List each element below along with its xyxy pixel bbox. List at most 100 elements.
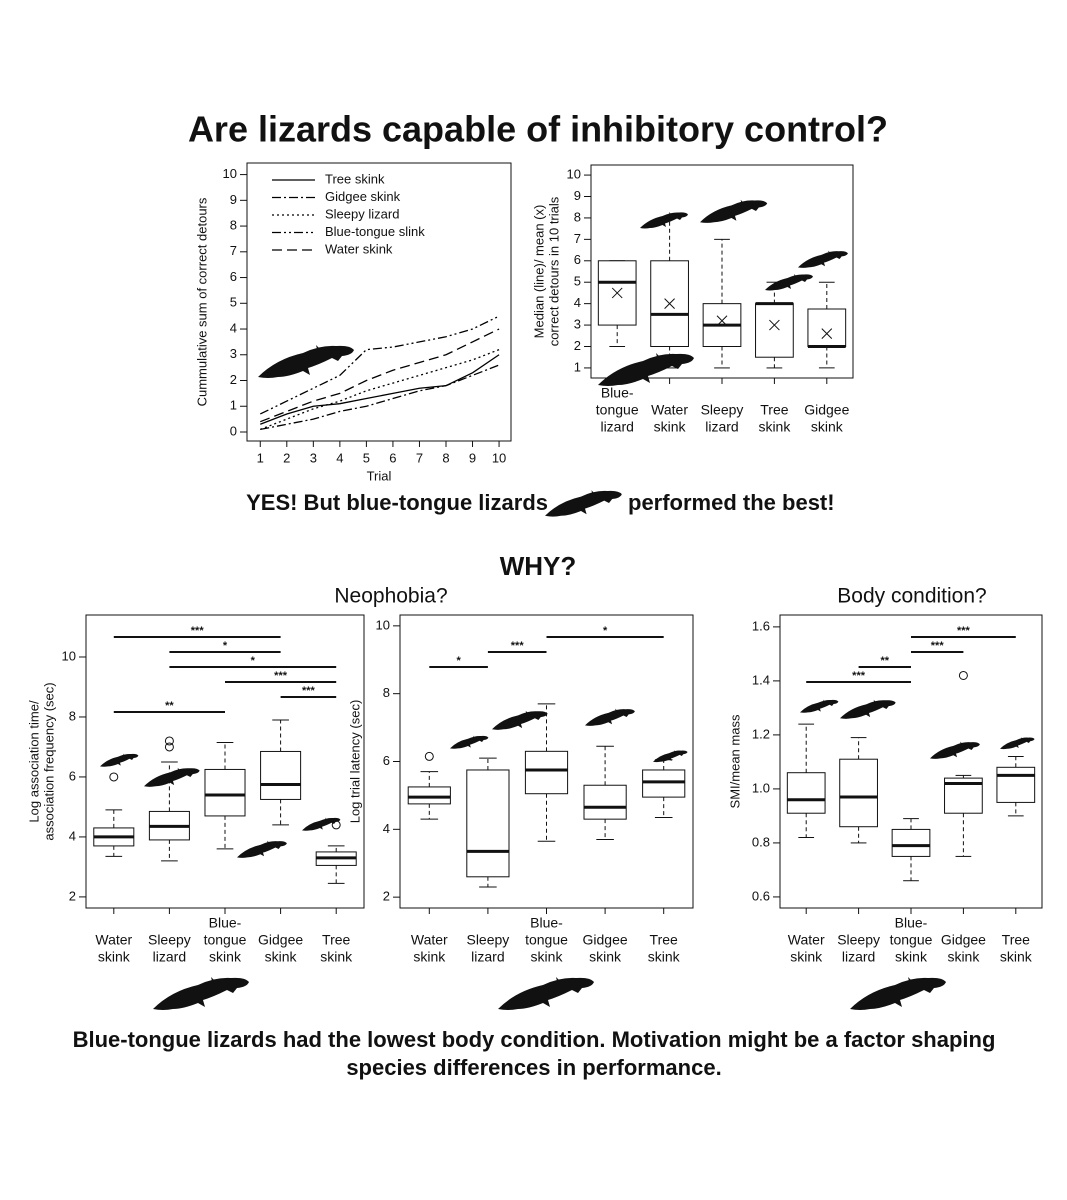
outlier xyxy=(958,670,968,680)
y-tick-label: 8 xyxy=(574,209,581,224)
significance-label: *** xyxy=(931,640,945,652)
x-tick-label: Gidgee xyxy=(804,402,849,418)
y-tick-label: 3 xyxy=(574,317,581,332)
x-tick-label: 1 xyxy=(257,450,264,465)
x-tick-label: Tree xyxy=(1002,932,1030,948)
y-tick-label: 10 xyxy=(62,648,76,663)
y-tick-label: 0.6 xyxy=(752,888,770,903)
lizard-icon xyxy=(598,353,694,386)
box xyxy=(807,308,847,347)
x-tick-label: tongue xyxy=(525,932,568,948)
y-axis-label: Log association time/ xyxy=(26,700,41,823)
significance-label: *** xyxy=(511,640,525,652)
x-tick-label: Blue- xyxy=(530,915,563,931)
y-tick-label: 0 xyxy=(230,423,237,438)
lizard-icon xyxy=(930,741,980,759)
y-tick-label: 5 xyxy=(230,295,237,310)
significance-label: *** xyxy=(957,625,971,637)
section-title: Body condition? xyxy=(837,585,986,608)
x-tick-label: Blue- xyxy=(895,915,928,931)
y-tick-label: 1.2 xyxy=(752,726,770,741)
x-tick-label: Water xyxy=(788,932,825,948)
box xyxy=(466,769,510,878)
y-tick-label: 10 xyxy=(376,617,390,632)
y-tick-label: 6 xyxy=(230,269,237,284)
y-tick-label: 2 xyxy=(383,889,390,904)
y-axis-label: Log trial latency (sec) xyxy=(347,700,362,824)
y-tick-label: 10 xyxy=(567,167,581,182)
y-tick-label: 7 xyxy=(574,231,581,246)
legend-label: Tree skink xyxy=(325,171,385,186)
x-tick-label: 3 xyxy=(310,450,317,465)
y-axis-label: Cummulative sum of correct detours xyxy=(194,197,209,406)
x-tick-label: skink xyxy=(947,949,980,965)
x-tick-label: skink xyxy=(648,949,681,965)
y-axis-label: correct detours in 10 trials xyxy=(546,196,561,346)
x-tick-label: skink xyxy=(98,949,131,965)
lizard-icon xyxy=(700,199,768,223)
significance-label: * xyxy=(603,625,608,637)
x-tick-label: tongue xyxy=(890,932,933,948)
x-tick-label: lizard xyxy=(600,419,633,435)
x-tick-label: 4 xyxy=(336,450,343,465)
lizard-icon xyxy=(545,490,622,517)
lizard-icon xyxy=(798,250,848,268)
data-line xyxy=(260,364,500,431)
box xyxy=(891,828,931,857)
x-tick-label: Gidgee xyxy=(941,932,986,948)
box xyxy=(755,303,794,358)
box xyxy=(786,772,826,814)
x-tick-label: Blue- xyxy=(601,385,634,401)
x-tick-label: tongue xyxy=(596,402,639,418)
y-tick-label: 1.4 xyxy=(752,672,770,687)
x-tick-label: Tree xyxy=(760,402,788,418)
significance-label: *** xyxy=(191,625,205,637)
legend-label: Sleepy lizard xyxy=(325,206,399,221)
y-tick-label: 7 xyxy=(230,243,237,258)
y-tick-label: 9 xyxy=(574,188,581,203)
significance-label: *** xyxy=(302,685,316,697)
significance-label: ** xyxy=(881,655,890,667)
box xyxy=(642,769,686,798)
x-tick-label: Gidgee xyxy=(258,932,303,948)
x-tick-label: skink xyxy=(895,949,928,965)
x-tick-label: 2 xyxy=(283,450,290,465)
x-tick-label: Blue- xyxy=(209,915,242,931)
mean-marker xyxy=(611,287,623,299)
x-tick-label: 7 xyxy=(416,450,423,465)
y-tick-label: 8 xyxy=(383,685,390,700)
outlier xyxy=(109,772,119,782)
box xyxy=(996,766,1036,803)
x-tick-label: skink xyxy=(589,949,622,965)
lizard-icon xyxy=(840,699,896,719)
y-tick-label: 8 xyxy=(230,218,237,233)
y-tick-label: 0.8 xyxy=(752,834,770,849)
box xyxy=(204,768,246,817)
lizard-icon xyxy=(258,345,354,378)
mean-marker xyxy=(769,319,780,331)
data-line xyxy=(260,349,500,431)
x-tick-label: 5 xyxy=(363,450,370,465)
x-tick-label: 8 xyxy=(442,450,449,465)
x-tick-label: lizard xyxy=(153,949,186,965)
lizard-icon xyxy=(450,735,489,749)
conclusion: Blue-tongue lizards had the lowest body … xyxy=(73,1027,996,1052)
x-tick-label: Gidgee xyxy=(583,932,628,948)
y-tick-label: 6 xyxy=(383,753,390,768)
y-tick-label: 6 xyxy=(69,768,76,783)
x-tick-label: 9 xyxy=(469,450,476,465)
x-tick-label: skink xyxy=(320,949,353,965)
lizard-icon xyxy=(237,840,287,858)
y-tick-label: 2 xyxy=(69,888,76,903)
x-tick-label: skink xyxy=(1000,949,1033,965)
lizard-icon xyxy=(800,699,839,713)
legend-label: Water skink xyxy=(325,241,393,256)
data-line xyxy=(260,328,500,423)
x-tick-label: 10 xyxy=(492,450,506,465)
box xyxy=(260,750,302,800)
x-tick-label: Sleepy xyxy=(701,402,744,418)
x-tick-label: Water xyxy=(411,932,448,948)
x-tick-label: 6 xyxy=(389,450,396,465)
x-tick-label: lizard xyxy=(842,949,875,965)
title: Are lizards capable of inhibitory contro… xyxy=(188,109,888,150)
